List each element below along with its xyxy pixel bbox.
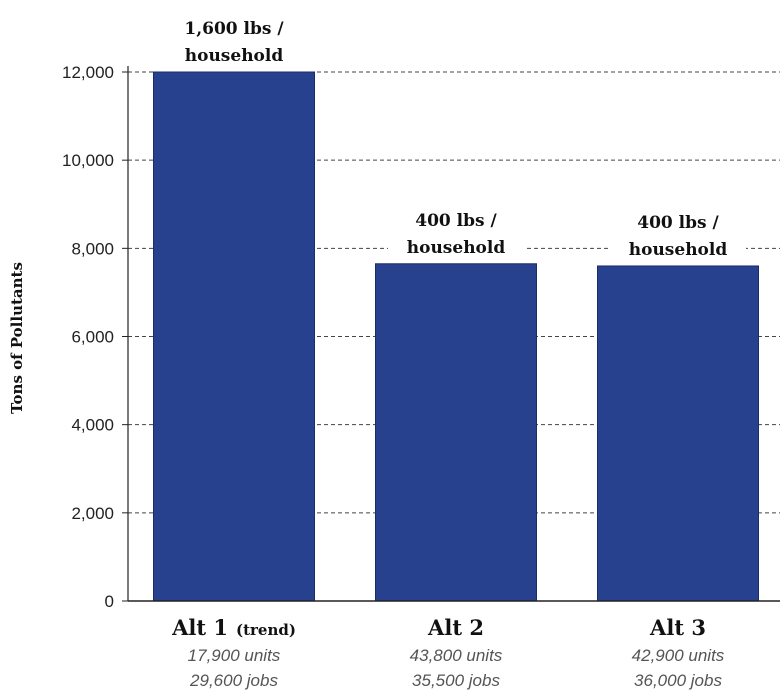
bar	[597, 265, 759, 602]
category-label: Alt 3	[649, 615, 706, 640]
bar-label-backdrop	[388, 203, 524, 256]
category-jobs: 36,000 jobs	[634, 671, 722, 690]
category-label: Alt 1 (trend)	[171, 615, 296, 640]
bar	[153, 71, 315, 602]
category-units: 17,900 units	[188, 646, 281, 665]
y-tick-label: 10,000	[62, 151, 114, 170]
category-name: Alt 1	[171, 615, 228, 640]
bar-label-backdrop	[166, 12, 302, 64]
category-name: Alt 3	[649, 615, 706, 640]
category-units: 42,900 units	[632, 646, 725, 665]
y-tick-label: 2,000	[71, 504, 114, 523]
bars	[153, 12, 759, 602]
labels: 1,600 lbs / household Alt 1 (trend) 17,900 u…	[171, 19, 727, 690]
bar-label-backdrop	[610, 205, 746, 258]
bar-label-line2: household	[629, 240, 728, 260]
bar	[375, 263, 537, 602]
bar-label-line2: household	[407, 238, 506, 258]
y-tick-label: 8,000	[71, 239, 114, 258]
category-jobs: 29,600 jobs	[189, 671, 278, 690]
bar-label-line1: 400 lbs /	[637, 213, 719, 233]
y-tick-label: 0	[105, 592, 114, 611]
y-tick-label: 12,000	[62, 63, 114, 82]
category-name: Alt 2	[427, 615, 484, 640]
category-jobs: 35,500 jobs	[412, 671, 500, 690]
category-units: 43,800 units	[410, 646, 503, 665]
bar-label-line1: 400 lbs /	[415, 211, 497, 231]
axes: 0 2,000 4,000 6,000 8,000 10,000 12,000	[62, 63, 780, 611]
y-axis-label: Tons of Pollutants	[8, 262, 26, 414]
category-label: Alt 2	[427, 615, 484, 640]
bar-label-line1: 1,600 lbs /	[184, 19, 284, 39]
bar-label-line2: household	[185, 46, 284, 66]
y-tick-label: 4,000	[71, 416, 114, 435]
category-qualifier: (trend)	[236, 621, 296, 639]
y-tick-label: 6,000	[71, 328, 114, 347]
